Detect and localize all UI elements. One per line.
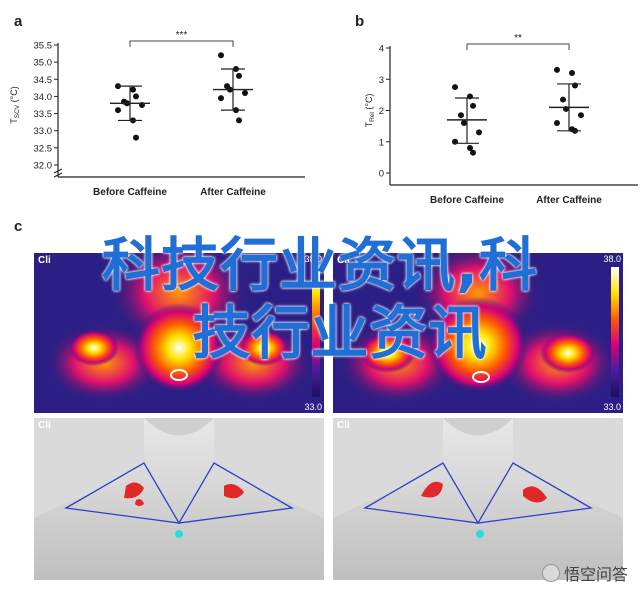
scale-max-label: 38.0 xyxy=(304,254,322,264)
y-tick-label: 4 xyxy=(379,44,384,55)
scale-min-label: 33.0 xyxy=(304,402,322,412)
data-point xyxy=(236,72,242,79)
data-point xyxy=(476,129,482,136)
thermal-label: Cli xyxy=(337,255,350,266)
y-tick-label: 32.0 xyxy=(34,161,53,172)
chart-a: 32.0 32.5 33.0 33.5 34.0 34.5 35.0 35.5 TSCV (°C… xyxy=(9,30,305,198)
data-point xyxy=(560,96,566,103)
neck-illustration xyxy=(34,418,324,580)
thermal-heatmap xyxy=(333,253,623,413)
significance-bracket xyxy=(466,43,570,50)
panel-letter-a: a xyxy=(14,13,23,30)
data-point xyxy=(133,93,139,100)
thermal-heatmap xyxy=(34,253,324,413)
thermal-image-after: Cli 38.0 33.0 xyxy=(333,253,623,413)
data-point xyxy=(218,52,224,59)
significance-bracket xyxy=(129,40,234,47)
y-tick-label: 33.5 xyxy=(34,109,53,120)
y-tick-label: 34.5 xyxy=(34,75,53,86)
x-category-label: Before Caffeine xyxy=(430,195,504,206)
watermark-line-2: 技行业资讯 xyxy=(192,299,488,367)
y-axis-label: TRel (°C) xyxy=(364,94,376,128)
scale-max-label: 38.0 xyxy=(603,254,621,264)
y-tick-label: 2 xyxy=(379,106,384,117)
significance-label: ** xyxy=(514,33,522,44)
color-scale-bar xyxy=(611,267,619,397)
data-point xyxy=(470,149,476,156)
data-point xyxy=(467,145,473,151)
y-tick-label: 35.0 xyxy=(34,58,53,69)
photo-label: Cli xyxy=(337,420,350,431)
brand-text: 悟空问答 xyxy=(563,565,628,584)
y-tick-label: 35.5 xyxy=(34,41,53,52)
data-point xyxy=(569,70,575,76)
chart-b: 0 1 2 3 4 TRel (°C) Before Caffeine After Caffe… xyxy=(364,33,638,206)
x-category-label: After Caffeine xyxy=(200,187,266,198)
scale-min-label: 33.0 xyxy=(603,402,621,412)
data-point xyxy=(554,66,560,73)
panel-letter-c: c xyxy=(14,218,23,235)
data-point xyxy=(218,95,224,102)
thermal-image-before: Cli 38.0 33.0 xyxy=(34,253,324,413)
brand-badge: 悟空问答 xyxy=(541,561,628,585)
photo-label: Cli xyxy=(38,420,51,431)
neck-photo-before: Cli xyxy=(34,418,324,580)
y-tick-label: 3 xyxy=(379,75,384,86)
y-tick-label: 32.5 xyxy=(34,143,53,154)
data-point xyxy=(236,117,242,124)
data-point xyxy=(554,120,560,126)
data-point xyxy=(458,112,464,119)
y-tick-label: 0 xyxy=(379,169,384,180)
y-tick-label: 33.0 xyxy=(34,126,53,137)
data-point xyxy=(578,112,584,119)
data-point xyxy=(470,102,476,109)
y-tick-label: 34.0 xyxy=(34,92,53,103)
y-axis-label: TSCV (°C) xyxy=(9,86,21,123)
brand-logo-icon xyxy=(541,564,560,582)
neck-illustration xyxy=(333,418,623,580)
neck-photo-after: Cli xyxy=(333,418,623,580)
y-tick-label: 1 xyxy=(379,137,384,148)
data-point xyxy=(452,84,458,91)
x-category-label: After Caffeine xyxy=(536,195,602,206)
axis-break-mark xyxy=(53,168,63,178)
thermal-label: Cli xyxy=(38,255,51,266)
data-point xyxy=(242,90,248,96)
significance-label: *** xyxy=(176,30,188,41)
x-category-label: Before Caffeine xyxy=(93,187,167,198)
data-point xyxy=(115,107,121,114)
panel-letter-b: b xyxy=(355,13,365,30)
data-point xyxy=(130,86,136,93)
color-scale-bar xyxy=(312,267,320,397)
data-point xyxy=(461,120,467,126)
data-point xyxy=(133,134,139,141)
watermark-line-1: 科技行业资讯,科 xyxy=(101,231,539,299)
